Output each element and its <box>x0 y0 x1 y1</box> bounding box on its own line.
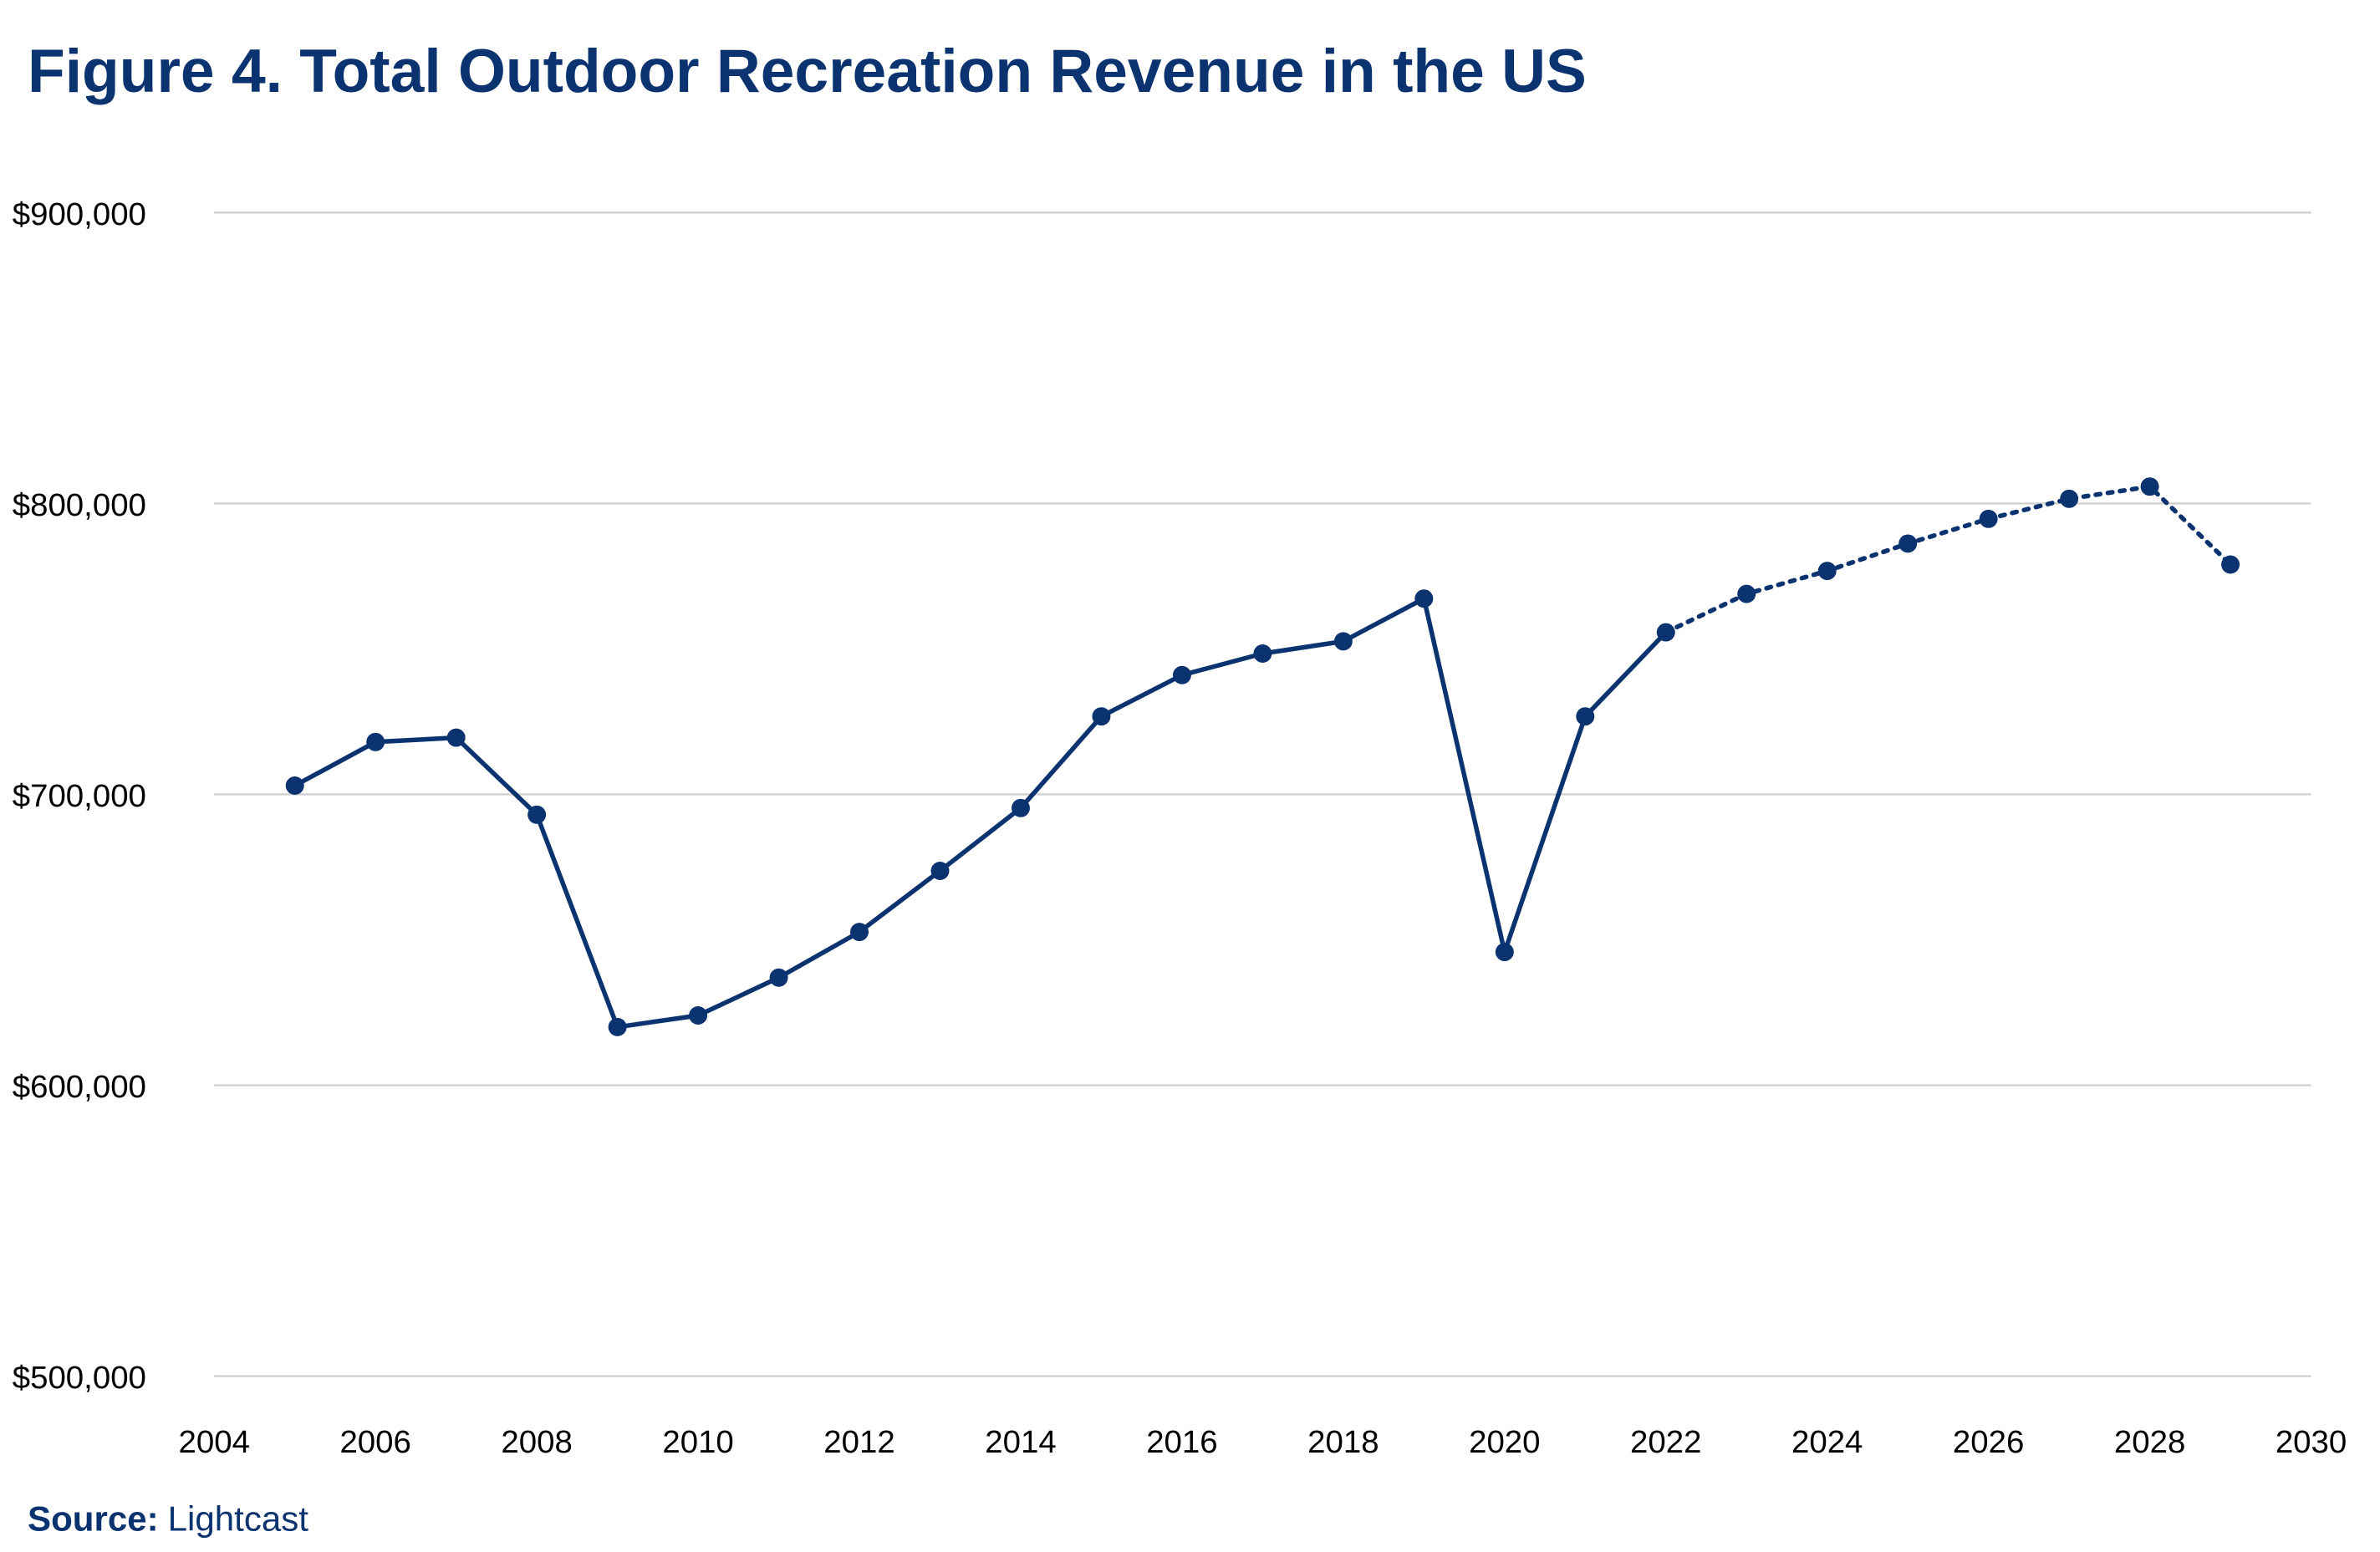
data-point <box>930 862 950 880</box>
data-point <box>446 728 466 747</box>
x-tick-label: 2016 <box>1146 1424 1217 1460</box>
data-point <box>1979 509 1998 528</box>
chart-title: Figure 4. Total Outdoor Recreation Reven… <box>28 37 1587 105</box>
data-point <box>1817 562 1837 581</box>
data-point <box>850 923 869 942</box>
data-point <box>1172 665 1191 684</box>
x-tick-label: 2012 <box>823 1424 894 1460</box>
data-point <box>1253 644 1272 663</box>
data-point <box>1414 589 1434 608</box>
y-tick-label: $700,000 <box>13 778 146 814</box>
y-tick-label: $600,000 <box>13 1069 146 1105</box>
x-tick-label: 2024 <box>1791 1424 1863 1460</box>
data-point <box>689 1006 708 1025</box>
data-point <box>1333 632 1353 651</box>
source-label: Source: <box>28 1499 159 1538</box>
source-value: Lightcast <box>168 1499 309 1538</box>
x-tick-label: 2026 <box>1953 1424 2024 1460</box>
x-tick-label: 2018 <box>1307 1424 1379 1460</box>
x-tick-label: 2028 <box>2114 1424 2185 1460</box>
x-tick-label: 2014 <box>985 1424 1056 1460</box>
data-point <box>608 1017 627 1036</box>
y-tick-label: $800,000 <box>13 487 146 523</box>
data-point <box>1012 798 1030 817</box>
series-line-solid <box>293 596 1668 1030</box>
data-point <box>2060 489 2079 508</box>
data-point <box>1576 707 1595 726</box>
data-point <box>2140 477 2159 496</box>
x-axis-ticks: 2004 2006 2008 2010 2012 2014 2016 2018 2020 2022… <box>179 1424 2347 1460</box>
data-point <box>366 732 385 751</box>
gridlines <box>214 211 2311 1377</box>
x-tick-label: 2022 <box>1630 1424 1701 1460</box>
y-axis-ticks: $500,000 $600,000 $700,000 $800,000 $900,000 <box>13 196 146 1396</box>
x-tick-label: 2008 <box>501 1424 572 1460</box>
x-tick-label: 2020 <box>1469 1424 1540 1460</box>
series-points <box>285 477 2240 1036</box>
data-point <box>1737 584 1756 603</box>
x-tick-label: 2030 <box>2276 1424 2347 1460</box>
data-point <box>1092 707 1111 726</box>
source-note: Source: Lightcast <box>28 1499 308 1538</box>
data-point <box>1495 943 1514 962</box>
y-tick-label: $500,000 <box>13 1360 146 1396</box>
data-point <box>285 776 304 795</box>
y-tick-label: $900,000 <box>13 196 146 232</box>
x-tick-label: 2006 <box>339 1424 410 1460</box>
series-line-dotted <box>1664 484 2233 635</box>
x-tick-label: 2010 <box>662 1424 733 1460</box>
series-lines <box>293 484 2233 1030</box>
data-point <box>1898 534 1918 553</box>
data-point <box>2221 555 2240 574</box>
data-point <box>527 805 547 824</box>
x-tick-label: 2004 <box>179 1424 250 1460</box>
data-point <box>769 968 788 987</box>
data-point <box>1656 623 1675 642</box>
